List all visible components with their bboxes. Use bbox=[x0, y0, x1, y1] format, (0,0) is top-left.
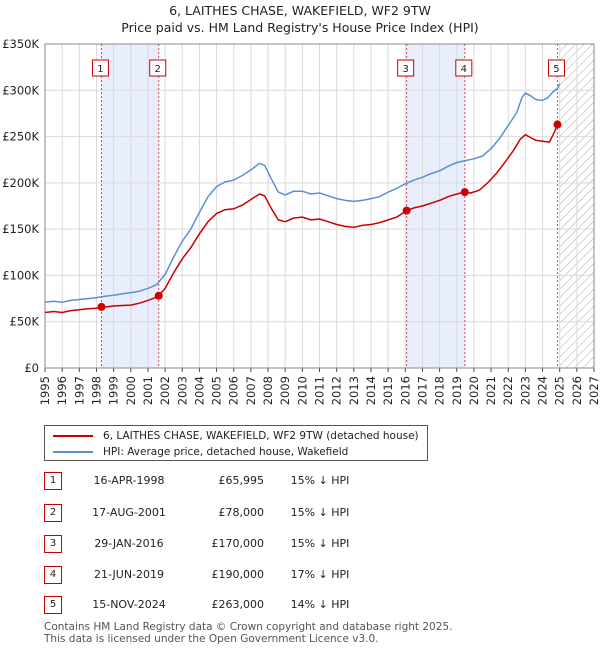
sale-marker-number: 3 bbox=[402, 64, 408, 75]
y-tick-label: £150K bbox=[2, 222, 39, 236]
x-tick-label: 2023 bbox=[518, 376, 532, 405]
x-tick-label: 2010 bbox=[295, 376, 309, 405]
legend-swatch-hpi bbox=[53, 451, 93, 453]
shaded-range-2 bbox=[406, 44, 465, 368]
sale-hpi-diff: 14% ↓ HPI bbox=[290, 598, 350, 611]
sale-point bbox=[97, 302, 106, 311]
x-tick-label: 2001 bbox=[141, 376, 155, 405]
x-tick-label: 2022 bbox=[501, 376, 515, 405]
x-tick-label: 2016 bbox=[398, 376, 412, 405]
chart-title: 6, LAITHES CHASE, WAKEFIELD, WF2 9TW bbox=[169, 3, 431, 18]
sale-hpi-diff: 17% ↓ HPI bbox=[290, 568, 350, 581]
sale-date: 17-AUG-2001 bbox=[92, 506, 166, 519]
footer-copyright: Contains HM Land Registry data © Crown c… bbox=[44, 621, 453, 633]
x-tick-label: 2021 bbox=[484, 376, 498, 405]
y-tick-label: £300K bbox=[2, 83, 39, 97]
sale-number-badge: 3 bbox=[44, 535, 62, 553]
sale-marker-box bbox=[547, 59, 565, 77]
x-tick-label: 2000 bbox=[124, 376, 138, 405]
sale-date: 16-APR-1998 bbox=[93, 474, 165, 487]
sale-marker-number: 1 bbox=[97, 64, 103, 75]
x-tick-label: 2005 bbox=[210, 376, 224, 405]
x-tick-label: 1999 bbox=[107, 376, 121, 405]
x-tick-label: 2008 bbox=[261, 376, 275, 405]
legend-label-property: 6, LAITHES CHASE, WAKEFIELD, WF2 9TW (de… bbox=[103, 430, 419, 442]
x-tick-label: 2002 bbox=[158, 376, 172, 405]
sale-number-badge: 4 bbox=[44, 566, 62, 584]
chart-subtitle: Price paid vs. HM Land Registry's House … bbox=[121, 20, 479, 35]
sale-marker-box bbox=[91, 59, 109, 77]
sale-hpi-diff: 15% ↓ HPI bbox=[290, 537, 350, 550]
y-tick-label: £350K bbox=[2, 37, 39, 51]
plot-frame bbox=[44, 43, 595, 369]
sale-price: £190,000 bbox=[211, 568, 265, 581]
x-tick-label: 2017 bbox=[415, 376, 429, 405]
sale-number-badge: 2 bbox=[44, 504, 62, 522]
legend-item-hpi: HPI: Average price, detached house, Wake… bbox=[53, 444, 348, 460]
legend-swatch-property bbox=[53, 435, 93, 437]
x-tick-label: 1997 bbox=[72, 376, 86, 405]
sale-date: 29-JAN-2016 bbox=[94, 537, 164, 550]
sale-hpi-diff: 15% ↓ HPI bbox=[290, 506, 350, 519]
x-tick-label: 2014 bbox=[364, 376, 378, 405]
x-tick-label: 2011 bbox=[313, 376, 327, 405]
x-tick-label: 2020 bbox=[467, 376, 481, 405]
sale-price: £170,000 bbox=[211, 537, 265, 550]
sale-marker-box bbox=[397, 59, 415, 77]
sale-point bbox=[154, 291, 163, 300]
sale-point bbox=[402, 206, 411, 215]
x-tick-label: 2027 bbox=[587, 376, 600, 405]
x-tick-label: 2004 bbox=[192, 376, 206, 405]
legend-item-property: 6, LAITHES CHASE, WAKEFIELD, WF2 9TW (de… bbox=[53, 428, 419, 444]
x-tick-label: 1996 bbox=[55, 376, 69, 405]
sale-date: 21-JUN-2019 bbox=[93, 568, 165, 581]
sale-row: 4 21-JUN-2019 £190,000 17% ↓ HPI bbox=[44, 564, 444, 586]
sale-point bbox=[553, 120, 562, 129]
price-chart: £0 £50K £100K £150K £200K £250K £300K £350K 1995… bbox=[2, 37, 600, 405]
sale-price: £65,995 bbox=[218, 474, 265, 487]
y-tick-label: £250K bbox=[2, 130, 39, 144]
legend-label-hpi: HPI: Average price, detached house, Wake… bbox=[103, 446, 349, 458]
sale-row: 3 29-JAN-2016 £170,000 15% ↓ HPI bbox=[44, 533, 444, 555]
x-tick-label: 1998 bbox=[89, 376, 103, 405]
sale-date: 15-NOV-2024 bbox=[92, 598, 166, 611]
sale-price: £263,000 bbox=[211, 598, 265, 611]
x-tick-label: 2018 bbox=[433, 376, 447, 405]
x-tick-label: 2013 bbox=[347, 376, 361, 405]
series-line-property bbox=[44, 124, 559, 314]
x-tick-label: 1995 bbox=[38, 376, 52, 405]
x-tick-label: 2025 bbox=[553, 376, 567, 405]
x-tick-label: 2009 bbox=[278, 376, 292, 405]
x-tick-label: 2019 bbox=[450, 376, 464, 405]
sale-marker-number: 4 bbox=[461, 64, 467, 75]
x-tick-label: 2015 bbox=[381, 376, 395, 405]
sale-hpi-diff: 15% ↓ HPI bbox=[290, 474, 350, 487]
x-tick-label: 2003 bbox=[175, 376, 189, 405]
series-line-hpi bbox=[44, 83, 561, 304]
y-tick-label: £100K bbox=[2, 268, 39, 282]
y-tick-label: £50K bbox=[10, 315, 40, 329]
sale-marker-number: 5 bbox=[553, 64, 559, 75]
sale-number-badge: 5 bbox=[44, 596, 62, 614]
x-tick-label: 2012 bbox=[330, 376, 344, 405]
x-tick-label: 2006 bbox=[227, 376, 241, 405]
sale-row: 1 16-APR-1998 £65,995 15% ↓ HPI bbox=[44, 470, 444, 492]
sale-marker-box bbox=[149, 59, 167, 77]
chart-legend: 6, LAITHES CHASE, WAKEFIELD, WF2 9TW (de… bbox=[44, 425, 428, 461]
footer-licence: This data is licensed under the Open Gov… bbox=[44, 633, 379, 645]
y-tick-label: £200K bbox=[2, 176, 39, 190]
x-tick-label: 2007 bbox=[244, 376, 258, 405]
sale-marker-box bbox=[455, 59, 473, 77]
sale-row: 2 17-AUG-2001 £78,000 15% ↓ HPI bbox=[44, 502, 444, 524]
sale-number-badge: 1 bbox=[44, 472, 62, 490]
sale-point bbox=[460, 188, 469, 197]
sale-row: 5 15-NOV-2024 £263,000 14% ↓ HPI bbox=[44, 594, 444, 616]
sale-marker-number: 2 bbox=[155, 64, 161, 75]
y-tick-label: £0 bbox=[24, 361, 39, 375]
x-tick-label: 2024 bbox=[536, 376, 550, 405]
sale-price: £78,000 bbox=[218, 506, 265, 519]
shaded-range-1 bbox=[101, 44, 159, 368]
x-tick-label: 2026 bbox=[570, 376, 584, 405]
